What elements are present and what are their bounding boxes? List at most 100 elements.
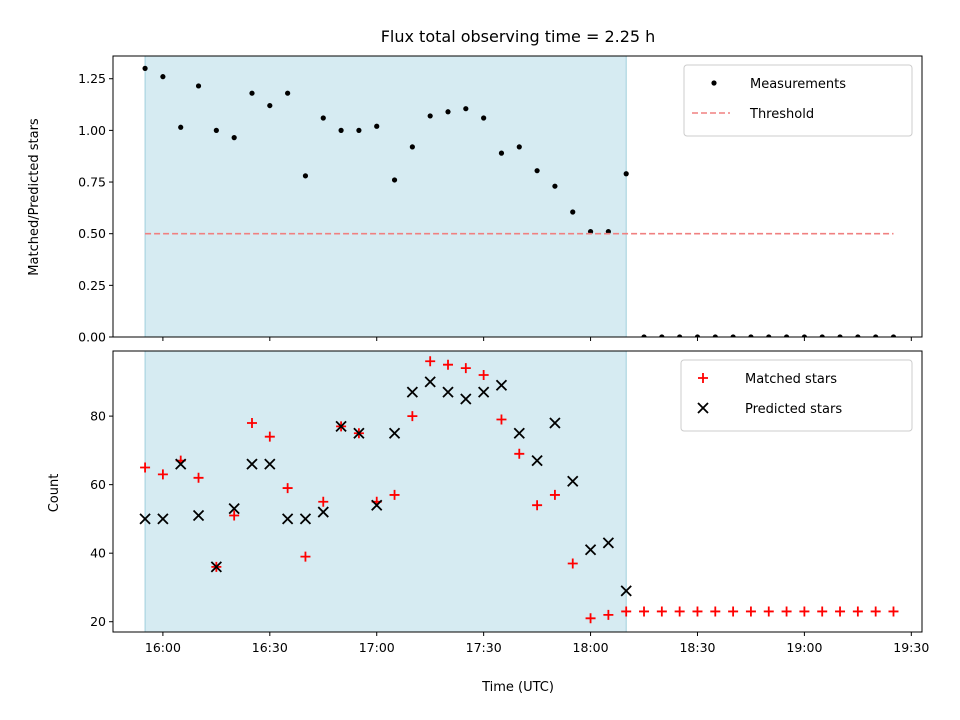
top-y-tick-label: 0.75 <box>78 175 106 190</box>
measurement-point <box>267 102 273 109</box>
predicted-star-point <box>335 420 347 433</box>
matched-star-point <box>264 431 275 442</box>
x-tick-label: 19:30 <box>893 640 929 655</box>
measurement-point <box>356 127 362 133</box>
predicted-star-point <box>139 513 151 525</box>
matched-star-point <box>710 606 721 617</box>
predicted-star-point <box>567 475 579 487</box>
measurement-point <box>285 90 291 96</box>
matched-star-point <box>389 489 400 500</box>
matched-star-point <box>888 606 899 617</box>
predicted-star-point <box>353 427 365 439</box>
legend-label: Matched stars <box>745 372 837 387</box>
matched-star-point <box>478 369 489 380</box>
matched-star-point <box>585 613 596 624</box>
measurement-point <box>712 334 718 337</box>
legend-marker-predicted <box>697 402 709 414</box>
measurement-point <box>659 334 665 337</box>
predicted-star-point <box>228 502 240 515</box>
matched-star-point <box>300 551 311 562</box>
measurement-point <box>213 127 219 133</box>
bottom-panel: 20 40 60 80 16:00 16:30 17:00 17:30 18:00 18:30 19… <box>90 350 929 655</box>
measurement-point <box>801 334 807 337</box>
measurement-point <box>837 334 843 337</box>
measurement-point <box>677 334 683 337</box>
measurement-point <box>641 334 647 337</box>
measurement-point <box>338 127 344 133</box>
measurement-point <box>231 135 237 141</box>
predicted-star-point <box>406 386 419 398</box>
predicted-star-point <box>299 513 312 525</box>
bottom-legend: Matched stars Predicted stars <box>680 359 913 432</box>
measurement-point <box>445 109 451 115</box>
matched-star-point <box>799 606 810 617</box>
bottom-plot-area <box>139 356 899 624</box>
measurement-point <box>570 209 576 215</box>
matched-star-point <box>532 500 543 511</box>
measurement-point <box>391 177 398 183</box>
predicted-star-point <box>281 513 294 525</box>
x-tick-label: 18:30 <box>679 640 715 655</box>
x-tick-label: 18:00 <box>573 640 609 655</box>
matched-star-point <box>157 469 168 480</box>
top-y-tick-label: 1.25 <box>78 71 106 86</box>
x-axis-label: Time (UTC) <box>481 680 554 695</box>
matched-star-point <box>229 510 240 521</box>
predicted-star-point <box>584 544 597 556</box>
predicted-star-point <box>478 386 490 398</box>
measurement-point <box>178 124 184 130</box>
matched-star-point <box>246 417 257 428</box>
measurement-point <box>142 65 148 71</box>
measurement-point <box>195 83 202 89</box>
matched-star-point <box>318 496 329 507</box>
measurement-point <box>730 334 736 337</box>
predicted-star-point <box>460 393 472 405</box>
matched-star-point <box>549 489 560 500</box>
predicted-star-point <box>192 509 205 522</box>
measurement-point <box>694 334 701 337</box>
x-tick-label: 19:00 <box>786 640 822 655</box>
matched-star-point <box>763 606 774 617</box>
legend-label: Predicted stars <box>745 402 842 417</box>
bottom-y-tick-label: 80 <box>90 409 106 424</box>
measurement-point <box>766 334 772 337</box>
predicted-star-point <box>157 513 169 525</box>
top-y-tick-label: 0.25 <box>78 278 106 293</box>
measurement-point <box>249 90 255 96</box>
predicted-star-point <box>602 537 615 549</box>
bottom-axes-frame <box>112 350 923 633</box>
measurement-point <box>783 334 790 337</box>
predicted-star-point <box>246 458 258 470</box>
top-observing-span <box>145 56 627 337</box>
predicted-star-point <box>442 386 454 398</box>
predicted-star-point <box>388 427 401 439</box>
matched-star-point <box>781 606 792 617</box>
matched-star-point <box>567 558 578 569</box>
measurement-point <box>819 334 825 337</box>
measurement-point <box>873 334 879 337</box>
predicted-star-point <box>264 458 276 470</box>
matched-star-point <box>835 606 846 617</box>
measurement-point <box>498 150 505 156</box>
legend-label: Measurements <box>750 77 846 92</box>
matched-star-point <box>603 609 614 620</box>
matched-star-point <box>282 483 293 494</box>
matched-star-point <box>852 606 863 617</box>
top-legend-box <box>683 64 913 137</box>
measurement-point <box>320 115 326 121</box>
measurement-point <box>855 334 861 337</box>
predicted-star-point <box>317 506 329 518</box>
measurement-point <box>463 106 469 112</box>
matched-star-point <box>496 414 507 425</box>
top-y-tick-label: 0.50 <box>78 226 106 241</box>
top-panel: 0.00 0.25 0.50 0.75 1.00 1.25 Measurements Thre… <box>78 55 923 345</box>
predicted-star-point <box>371 499 383 511</box>
legend-label: Threshold <box>749 107 814 122</box>
measurement-point <box>623 171 629 177</box>
top-legend: Measurements Threshold <box>683 64 913 137</box>
matched-star-point <box>514 448 525 459</box>
x-tick-label: 16:30 <box>252 640 288 655</box>
matched-star-point <box>425 356 436 367</box>
matched-star-point <box>140 462 151 473</box>
